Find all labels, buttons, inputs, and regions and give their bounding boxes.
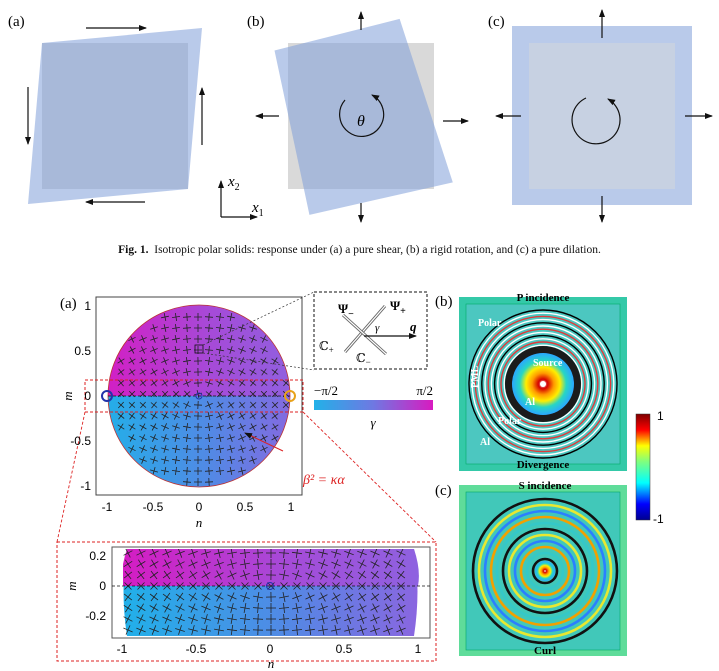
sim-b-al-inner: Al [525, 397, 535, 408]
sim-b-bottom: Divergence [517, 459, 570, 471]
gamma-label: γ [370, 415, 376, 430]
inset-gamma: γ [375, 322, 380, 334]
zoom-xtick: -1 [117, 642, 128, 656]
xtick: -1 [102, 500, 113, 514]
xtick: -0.5 [143, 500, 164, 514]
zoom-xtick: -0.5 [186, 642, 207, 656]
sim-b-top: P incidence [517, 292, 570, 304]
fig1-panel-a: (a) x2 x1 [8, 14, 264, 220]
c-minus: ℂ− [356, 351, 371, 367]
ytick: -1 [80, 479, 91, 493]
axis-x1-label: x1 [251, 200, 264, 219]
gamma-min: −π/2 [314, 383, 338, 398]
caption-text: Isotropic polar solids: response under (… [154, 244, 601, 256]
rotation-arrow [339, 94, 385, 138]
zoom-panel-frame [56, 541, 437, 662]
sim-c-bottom: Curl [534, 645, 556, 657]
sim-b-polar-outer: Polar [478, 318, 502, 329]
inset-diagram: Ψ− Ψ+ q γ ℂ+ ℂ− [313, 291, 428, 370]
sim-c: S incidence Curl [459, 480, 627, 657]
sim-b-polar-inner: Polar [498, 416, 522, 427]
xlabel: n [196, 515, 203, 530]
sim-b-source: Source [533, 358, 563, 369]
fig2-label-c: (c) [435, 483, 452, 499]
psi-plus: Ψ+ [390, 298, 406, 317]
ylabel: m [60, 391, 75, 400]
zoom-xlabel: n [268, 656, 275, 671]
field-colorbar: 1 -1 [635, 409, 664, 526]
fig1-diagram: (a) x2 x1 θ (b) (c) [8, 9, 713, 223]
zoom-xtick: 1 [415, 642, 422, 656]
fig1-panel-b: θ (b) [247, 11, 469, 223]
relation-label: β² = κα [302, 473, 345, 488]
zoom-ylabel: m [64, 581, 79, 590]
theta-symbol: θ [357, 113, 365, 130]
ytick: 0 [84, 389, 91, 403]
sim-b: P incidence Divergence Polar Polar Sourc… [459, 292, 627, 471]
xtick: 0.5 [237, 500, 254, 514]
zoom-ytick: 0.2 [89, 549, 106, 563]
zoom-xtick: 0 [267, 642, 274, 656]
fig1-label-c: (c) [488, 14, 505, 30]
axis-x2-label: x2 [227, 174, 240, 193]
xtick: 1 [288, 500, 295, 514]
fig2-label-b: (b) [435, 294, 453, 310]
fig2-diagram: (a) -1 -0.5 0 0.5 1 1 0.5 0 -0.5 -1 n m [56, 291, 664, 671]
fig1-label-b: (b) [247, 14, 265, 30]
colorbar-max: 1 [657, 409, 664, 423]
fig1-caption: Fig. 1. Isotropic polar solids: response… [0, 244, 719, 256]
marker-right-circle [284, 390, 296, 402]
gamma-colorbar: −π/2 π/2 γ [314, 383, 433, 430]
ytick: 0.5 [74, 344, 91, 358]
gamma-max: π/2 [416, 383, 433, 398]
fig1-panel-c: (c) [488, 9, 713, 223]
sim-b-pml: PML [470, 365, 481, 388]
zoom-plot [123, 549, 419, 636]
xtick: 0 [196, 500, 203, 514]
colorbar-min: -1 [653, 512, 664, 526]
marker-center-circle [195, 392, 203, 400]
zoom-xtick: 0.5 [336, 642, 353, 656]
fig1-label-a: (a) [8, 14, 25, 30]
sim-b-al-outer: Al [480, 437, 490, 448]
zoom-ytick: -0.2 [85, 609, 106, 623]
q-vector: q [410, 319, 417, 334]
c-plus: ℂ+ [319, 339, 334, 355]
psi-minus: Ψ− [338, 301, 354, 320]
marker-left-circle [101, 390, 113, 402]
ytick: 1 [84, 299, 91, 313]
fig2-label-a: (a) [60, 296, 77, 312]
sim-c-top: S incidence [519, 480, 572, 492]
dilation-arrow [571, 97, 621, 145]
inset-source-box [194, 344, 204, 354]
main-ticks: -1 -0.5 0 0.5 1 1 0.5 0 -0.5 -1 [70, 299, 294, 514]
caption-label: Fig. 1. [118, 244, 149, 256]
gamma-disc [108, 305, 290, 487]
zoom-ytick: 0 [99, 579, 106, 593]
ytick: -0.5 [70, 434, 91, 448]
plot-frame [95, 296, 303, 496]
